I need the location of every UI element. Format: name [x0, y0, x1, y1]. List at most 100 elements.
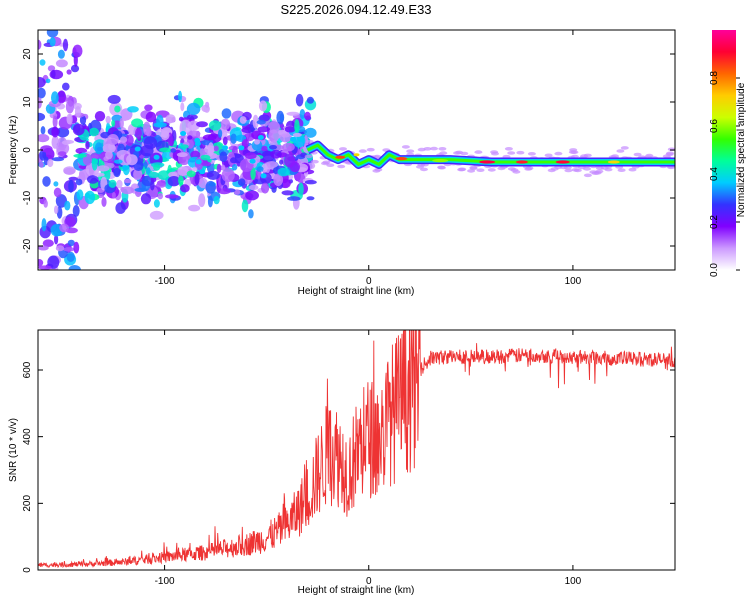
- snr-series-line: [38, 330, 675, 569]
- colorbar-tick-label: 0.8: [709, 71, 720, 85]
- spectrogram-blob: [186, 130, 201, 138]
- spectrogram-blob: [66, 251, 75, 262]
- ridge-hotspot: [395, 157, 408, 161]
- colorbar-tick-label: 0.4: [709, 167, 720, 181]
- spectrogram-blob: [52, 115, 58, 128]
- spectrogram-blob: [113, 167, 121, 178]
- spectrogram-blob: [527, 152, 536, 156]
- spectrogram-blob: [237, 178, 246, 186]
- spectrogram-blob: [38, 245, 49, 251]
- y-tick-label: 0: [22, 567, 33, 573]
- spectrogram-blob: [310, 159, 319, 164]
- y-tick-label: 200: [22, 495, 33, 512]
- spectrogram-blob: [270, 149, 282, 159]
- spectrogram-blob: [544, 153, 553, 158]
- spectrogram-x-ticks: -100 0 100: [155, 30, 582, 287]
- x-tick-label: 100: [565, 576, 582, 587]
- spectrogram-blob: [282, 142, 295, 152]
- spectrogram-blob: [53, 187, 62, 198]
- spectrogram-blob: [113, 159, 123, 164]
- colorbar-tick-label: 0.2: [709, 215, 720, 229]
- spectrogram-blob: [265, 161, 278, 169]
- spectrogram-blobs: [38, 30, 675, 270]
- spectrogram-blob: [305, 139, 314, 144]
- spectrogram-blob: [116, 179, 123, 189]
- spectrogram-blob: [277, 167, 290, 177]
- spectrogram-blob: [105, 150, 113, 160]
- spectrogram-blob: [49, 37, 56, 47]
- spectrogram-blob: [111, 120, 116, 127]
- spectrogram-blob: [186, 102, 201, 115]
- spectrogram-blob: [256, 119, 266, 125]
- spectrogram-blob: [205, 101, 210, 108]
- snr-marks: [38, 330, 675, 569]
- y-tick-label: -10: [22, 190, 33, 205]
- spectrogram-blob: [47, 158, 54, 168]
- ridge-hotspot: [607, 160, 620, 164]
- spectrogram-blob: [249, 158, 256, 164]
- spectrogram-blob: [153, 122, 167, 128]
- spectrogram-blob: [280, 133, 290, 138]
- spectrogram-blob: [157, 192, 163, 200]
- spectrogram-blob: [176, 152, 188, 158]
- spectrogram-blob: [304, 111, 311, 120]
- chart-title: S225.2026.094.12.49.E33: [280, 2, 431, 17]
- spectrogram-blob: [194, 173, 200, 186]
- spectrogram-blob: [196, 121, 208, 128]
- spectrogram-blob: [358, 149, 367, 153]
- ridge-core: [306, 143, 675, 166]
- spectrogram-blob: [257, 126, 271, 133]
- x-tick-label: -100: [155, 576, 175, 587]
- spectrogram-blob: [617, 168, 626, 172]
- spectrogram-blob: [89, 127, 99, 137]
- colorbar-tick-label: 0.6: [709, 119, 720, 133]
- ridge-hotspot: [515, 160, 528, 164]
- ridge-hotspot: [432, 159, 449, 163]
- spectrogram-blob: [149, 210, 164, 220]
- spectrogram-blob: [231, 163, 238, 171]
- spectrogram-blob: [114, 105, 121, 113]
- spectrogram-blob: [221, 164, 226, 171]
- spectrogram-blob: [242, 139, 250, 147]
- spectrogram-blob: [321, 161, 329, 166]
- spectrogram-blob: [257, 135, 264, 140]
- spectrogram-blob: [230, 133, 238, 144]
- spectrogram-blob: [122, 165, 128, 171]
- spectrogram-blob: [66, 69, 72, 75]
- spectrogram-blob: [420, 167, 428, 172]
- spectrogram-blob: [62, 38, 69, 52]
- spectrogram-blob: [140, 145, 154, 157]
- spectrogram-blob: [145, 126, 152, 137]
- x-tick-label: 100: [565, 276, 582, 287]
- ridge-hotspot: [335, 155, 346, 159]
- spectrogram-blob: [616, 149, 625, 153]
- spectrogram-blob: [507, 151, 516, 155]
- spectrogram-blob: [79, 115, 87, 125]
- spectrogram-x-label: Height of straight line (km): [298, 286, 415, 297]
- spectrogram-blob: [220, 118, 231, 130]
- spectrogram-blob: [43, 199, 48, 208]
- spectrogram-blob: [437, 165, 446, 170]
- spectrogram-blob: [51, 157, 64, 162]
- spectrogram-blob: [258, 114, 270, 122]
- spectrogram-blob: [279, 159, 284, 165]
- spectrogram-blob: [550, 167, 559, 171]
- spectrogram-blob: [258, 100, 268, 112]
- spectrogram-blob: [401, 145, 410, 149]
- spectrogram-blob: [73, 241, 80, 254]
- spectrogram-blob: [160, 130, 170, 141]
- spectrogram-blob: [145, 111, 157, 123]
- spectrogram-blob: [218, 129, 223, 138]
- spectrogram-blob: [42, 176, 51, 187]
- x-tick-label: 0: [366, 276, 372, 287]
- spectrogram-blob: [284, 126, 296, 133]
- spectrogram-blob: [178, 175, 184, 186]
- spectrogram-blob: [230, 157, 237, 164]
- spectrogram-blob: [201, 161, 212, 167]
- spectrogram-blob: [120, 136, 128, 143]
- spectrogram-blob: [38, 134, 50, 143]
- spectrogram-blob: [107, 134, 119, 145]
- spectrogram-blob: [67, 113, 73, 125]
- spectrogram-blob: [199, 169, 206, 175]
